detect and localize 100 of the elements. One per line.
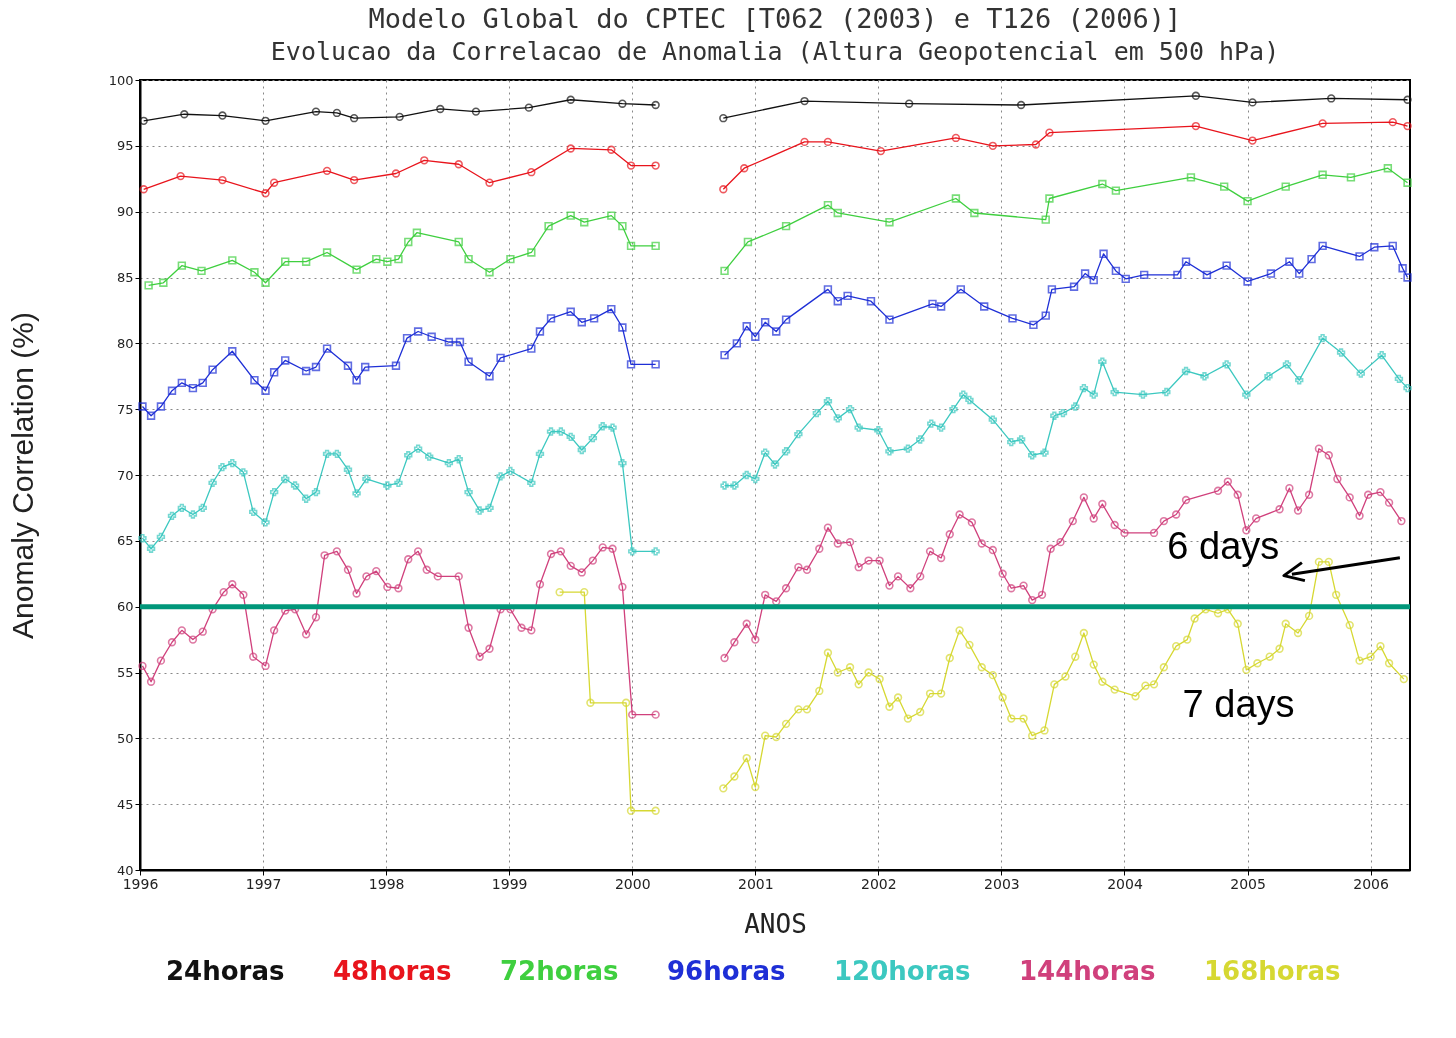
point: [261, 116, 270, 125]
point: [823, 200, 833, 210]
point: [1191, 121, 1201, 131]
point: [1041, 215, 1050, 224]
point: [524, 103, 534, 112]
point: [527, 167, 536, 177]
x-tick-label: 2000: [614, 875, 651, 892]
point: [269, 178, 279, 187]
point: [566, 211, 575, 220]
point: [311, 107, 321, 116]
point: [618, 221, 627, 231]
point: [876, 146, 886, 156]
y-tick-label: 65: [116, 533, 134, 549]
point: [261, 278, 270, 287]
y-tick-label: 50: [116, 730, 134, 746]
point: [391, 169, 401, 178]
text: 72horas: [500, 956, 619, 986]
point: [566, 144, 575, 153]
annotation: 6 days: [1167, 524, 1280, 567]
point: [404, 237, 413, 247]
point: [420, 156, 429, 165]
point: [1318, 119, 1327, 128]
point: [1111, 186, 1121, 195]
y-tick-label: 75: [116, 401, 134, 417]
point: [651, 161, 660, 170]
point: [566, 95, 575, 104]
point: [740, 164, 749, 173]
point: [1191, 91, 1201, 100]
point: [454, 160, 463, 169]
y-tick-label: 100: [108, 72, 134, 88]
point: [607, 211, 616, 220]
point: [1219, 182, 1229, 191]
point: [372, 254, 381, 264]
y-tick-label: 40: [116, 862, 134, 878]
point: [218, 111, 227, 120]
x-tick-label: 1999: [491, 875, 528, 892]
point: [720, 266, 729, 276]
point: [1403, 178, 1412, 187]
x-tick-label: 2005: [1230, 875, 1266, 892]
text: 96horas: [667, 956, 786, 986]
y-tick-label: 70: [116, 467, 134, 483]
y-tick-label: 55: [116, 665, 134, 680]
point: [349, 175, 359, 185]
y-axis-title: Anomaly Correlation (%): [5, 312, 39, 639]
x-tick-label: 2006: [1353, 875, 1390, 892]
point: [1243, 196, 1252, 206]
point: [322, 248, 332, 257]
point: [1248, 98, 1257, 107]
point: [506, 254, 515, 264]
point: [412, 228, 422, 237]
point: [626, 161, 636, 170]
point: [485, 268, 494, 277]
point: [580, 218, 589, 227]
x-tick-label: 1997: [245, 875, 282, 892]
point: [197, 266, 206, 276]
point: [719, 185, 728, 194]
x-tick-label: 1998: [368, 875, 405, 892]
point: [395, 112, 404, 122]
point: [485, 178, 494, 187]
point: [250, 268, 259, 277]
point: [1045, 128, 1054, 137]
point: [471, 107, 481, 116]
point: [885, 218, 894, 227]
chart-title: Modelo Global do CPTEC [T062 (2003) e T126 (2006)]: [368, 3, 1182, 34]
point: [527, 248, 536, 257]
point: [349, 114, 359, 123]
x-tick-label: 1996: [122, 875, 159, 892]
point: [800, 137, 809, 147]
text: 48horas: [333, 956, 452, 986]
point: [394, 254, 403, 264]
point: [177, 261, 187, 270]
point: [904, 99, 914, 108]
point: [144, 281, 153, 290]
text: 144horas: [1019, 956, 1156, 986]
y-tick-label: 80: [116, 335, 134, 351]
x-tick-label: 2002: [861, 875, 897, 892]
point: [176, 171, 185, 181]
x-tick-label: 2001: [737, 875, 774, 892]
point: [951, 194, 961, 203]
text: 168horas: [1204, 956, 1341, 986]
point: [651, 100, 660, 110]
point: [651, 241, 660, 251]
text: 120horas: [834, 956, 971, 986]
y-tick-label: 90: [116, 204, 134, 220]
chart-subtitle: Evolucao da Correlacao de Anomalia (Altura Geopotencial em 500 hPa): [270, 37, 1280, 66]
x-tick-label: 2004: [1107, 875, 1143, 892]
point: [544, 221, 553, 231]
point: [1318, 170, 1327, 179]
point: [1327, 94, 1336, 103]
point: [322, 166, 332, 176]
text: 24horas: [166, 956, 285, 986]
point: [1186, 173, 1196, 182]
point: [436, 104, 445, 114]
point: [383, 257, 392, 266]
point: [301, 257, 311, 266]
point: [1346, 173, 1356, 182]
annotation: 7 days: [1182, 682, 1295, 725]
point: [988, 141, 998, 151]
x-axis-title: ANOS: [744, 908, 807, 939]
point: [970, 208, 979, 218]
